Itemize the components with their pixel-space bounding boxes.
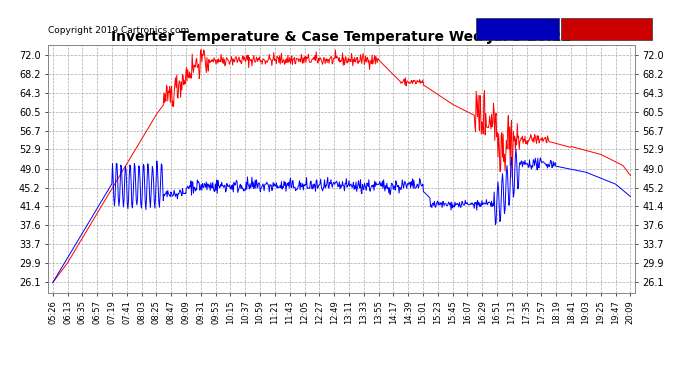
Title: Inverter Temperature & Case Temperature Wed Jul 3 20:21: Inverter Temperature & Case Temperature … [111, 30, 572, 44]
Text: Copyright 2019 Cartronics.com: Copyright 2019 Cartronics.com [48, 26, 190, 35]
FancyBboxPatch shape [477, 18, 559, 40]
FancyBboxPatch shape [562, 18, 653, 40]
Text: Case  (°C): Case (°C) [480, 24, 529, 33]
Text: Inver ter  (°C): Inver ter (°C) [564, 24, 635, 33]
